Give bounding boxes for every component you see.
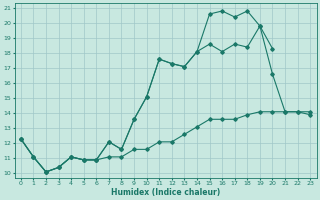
X-axis label: Humidex (Indice chaleur): Humidex (Indice chaleur) [111,188,220,197]
